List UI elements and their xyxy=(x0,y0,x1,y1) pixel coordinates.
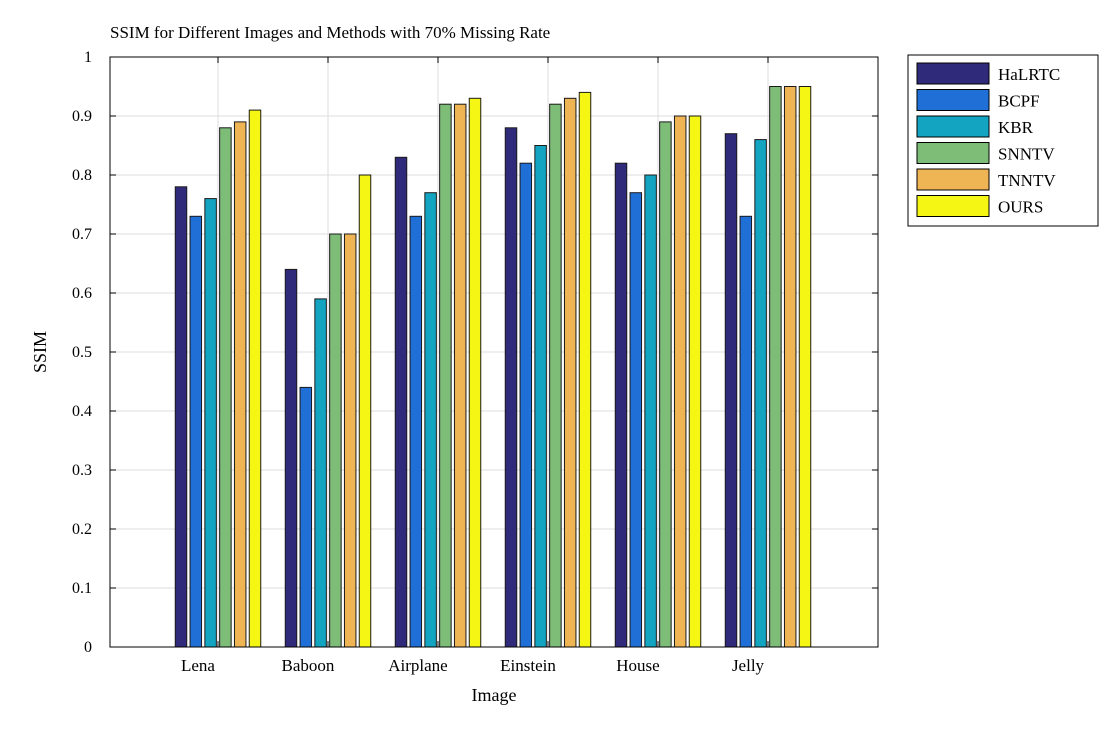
bar-kbr-einstein xyxy=(534,145,547,648)
legend-swatch xyxy=(916,195,990,217)
x-axis-ticks: Lena Baboon Airplane Einstein House Jelly xyxy=(181,57,769,675)
bar-kbr-airplane xyxy=(424,192,437,648)
y-tick-label: 1 xyxy=(84,49,92,66)
bar-snntv-house xyxy=(659,121,672,648)
chart-title: SSIM for Different Images and Methods wi… xyxy=(110,23,550,42)
bar-tnntv-baboon xyxy=(343,233,357,648)
bar-halrtc-baboon xyxy=(284,268,298,648)
legend-swatch xyxy=(916,142,990,164)
bar-snntv-einstein xyxy=(549,103,562,648)
bar-snntv-lena xyxy=(219,127,232,648)
bar-halrtc-lena xyxy=(174,186,188,648)
bar-snntv-jelly xyxy=(769,86,782,648)
y-axis-label: SSIM xyxy=(30,331,50,373)
bar-tnntv-einstein xyxy=(563,97,577,648)
bar-ours-house xyxy=(688,115,702,648)
bar-snntv-baboon xyxy=(329,233,342,648)
bar-bcpf-airplane xyxy=(409,215,423,648)
bar-halrtc-airplane xyxy=(394,156,408,648)
bar-tnntv-lena xyxy=(233,121,247,648)
y-tick-label: 0.1 xyxy=(72,580,92,597)
bar-bcpf-baboon xyxy=(299,386,313,648)
bar-ours-airplane xyxy=(468,97,482,648)
bar-ours-lena xyxy=(248,109,262,648)
y-tick-label: 0.8 xyxy=(72,167,92,184)
y-tick-label: 0.9 xyxy=(72,108,92,125)
legend-label: OURS xyxy=(998,198,1043,217)
y-tick-label: 0.5 xyxy=(72,344,92,361)
bar-tnntv-airplane xyxy=(453,103,467,648)
bar-kbr-house xyxy=(644,174,657,648)
bar-ours-baboon xyxy=(358,174,372,648)
y-tick-label: 0.6 xyxy=(72,285,92,302)
legend: HaLRTC BCPF KBR SNNTV TNNTV OURS xyxy=(907,54,1099,227)
x-axis-label: Image xyxy=(472,685,517,705)
bar-snntv-airplane xyxy=(439,103,452,648)
x-tick-label: Baboon xyxy=(282,656,335,675)
y-tick-label: 0.2 xyxy=(72,521,92,538)
bar-halrtc-house xyxy=(614,162,628,648)
bar-bcpf-lena xyxy=(189,215,203,648)
bar-tnntv-house xyxy=(673,115,687,648)
bar-halrtc-jelly xyxy=(724,133,738,648)
y-tick-label: 0 xyxy=(84,639,92,656)
x-tick-label: Einstein xyxy=(500,656,556,675)
bar-kbr-jelly xyxy=(754,139,767,648)
legend-label: TNNTV xyxy=(998,171,1056,190)
legend-label: BCPF xyxy=(998,92,1040,111)
legend-swatch xyxy=(916,89,990,111)
y-axis-ticks: 0 0.1 0.2 0.3 0.4 0.5 0.6 0.7 0.8 0.9 1 xyxy=(72,49,878,656)
bars xyxy=(174,86,812,648)
x-tick-label: Airplane xyxy=(388,656,447,675)
bar-halrtc-einstein xyxy=(504,127,518,648)
legend-swatch xyxy=(916,62,990,85)
bar-kbr-lena xyxy=(204,198,217,648)
legend-label: HaLRTC xyxy=(998,65,1060,84)
bar-ours-jelly xyxy=(798,86,812,648)
bar-ours-einstein xyxy=(578,91,592,648)
bar-bcpf-house xyxy=(629,192,643,648)
legend-label: KBR xyxy=(998,118,1034,137)
x-tick-label: Jelly xyxy=(732,656,765,675)
x-tick-label: Lena xyxy=(181,656,215,675)
bar-bcpf-einstein xyxy=(519,162,533,648)
legend-swatch xyxy=(916,115,990,138)
bar-bcpf-jelly xyxy=(739,215,753,648)
y-tick-label: 0.3 xyxy=(72,462,92,479)
y-tick-label: 0.7 xyxy=(72,226,92,243)
x-tick-label: House xyxy=(616,656,659,675)
legend-swatch xyxy=(916,168,990,191)
bar-tnntv-jelly xyxy=(783,86,797,648)
legend-label: SNNTV xyxy=(998,145,1055,164)
bar-kbr-baboon xyxy=(314,298,327,648)
y-tick-label: 0.4 xyxy=(72,403,92,420)
